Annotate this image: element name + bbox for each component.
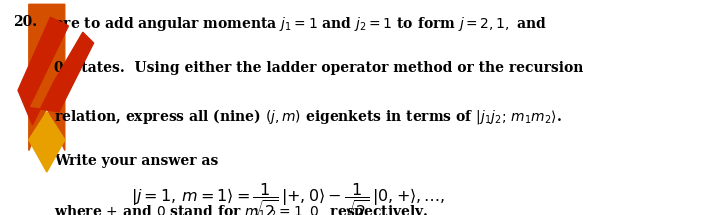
Text: Write your answer as: Write your answer as	[54, 154, 218, 168]
Polygon shape	[18, 17, 94, 125]
Text: $|j=1,\, m=1\rangle = \dfrac{1}{\sqrt{2}}\,|{+},{0}\rangle - \dfrac{1}{\sqrt{2}}: $|j=1,\, m=1\rangle = \dfrac{1}{\sqrt{2}…	[131, 182, 445, 215]
Text: 20.: 20.	[13, 15, 37, 29]
Text: where $+$ and $0$ stand for $m_{1,2} = 1, 0,$ respectively.: where $+$ and $0$ stand for $m_{1,2} = 1…	[54, 203, 428, 215]
Polygon shape	[29, 112, 65, 172]
Text: 0  states.  Using either the ladder operator method or the recursion: 0 states. Using either the ladder operat…	[54, 61, 583, 75]
Text: relation, express all (nine) $(j, m)$ eigenkets in terms of $|j_1 j_2;\, m_1 m_2: relation, express all (nine) $(j, m)$ ei…	[54, 108, 562, 126]
Polygon shape	[29, 4, 65, 150]
Text: are to add angular momenta $j_1 = 1$ and $j_2 = 1$ to form $j = 2, 1,$ and: are to add angular momenta $j_1 = 1$ and…	[54, 15, 547, 33]
